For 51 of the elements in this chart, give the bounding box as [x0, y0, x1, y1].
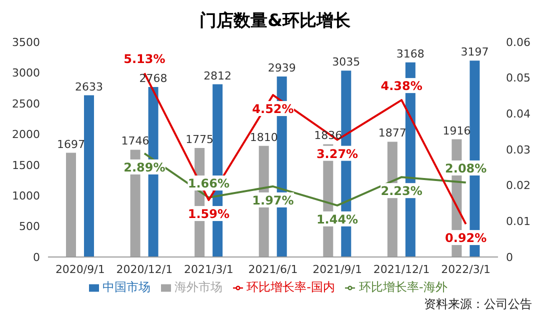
- y-tick-label: 2500: [12, 97, 40, 110]
- y2-tick-label: 0.01: [506, 215, 530, 228]
- data-label: 4.38%: [380, 79, 422, 94]
- x-tick-label: 2021/6/1: [248, 262, 298, 276]
- y2-tick-label: 0: [506, 250, 513, 264]
- x-tick-label: 2021/3/1: [184, 262, 234, 276]
- x-tick-label: 2020/9/1: [55, 262, 105, 276]
- legend-label: 环比增长率-国内: [246, 280, 335, 294]
- data-label: 0.92%: [445, 231, 487, 246]
- text: 资料来源：公司公告: [423, 296, 533, 313]
- data-label: 3197: [460, 46, 489, 59]
- data-label: 3035: [332, 56, 360, 69]
- y2-tick-label: 0.04: [506, 108, 530, 121]
- data-label: 2.89%: [124, 160, 166, 174]
- y2-tick-label: 0.03: [506, 143, 530, 156]
- data-label: 3168: [396, 47, 424, 60]
- y2-tick-label: 0.02: [506, 179, 530, 192]
- data-label: 2939: [268, 61, 296, 74]
- data-label: 2.23%: [380, 184, 422, 198]
- y-tick-label: 1000: [12, 189, 40, 202]
- x-tick-label: 2020/12/1: [116, 262, 173, 276]
- data-label: 3.27%: [316, 146, 358, 161]
- legend-label: 海外市场: [174, 280, 223, 294]
- data-label: 2812: [204, 69, 232, 82]
- data-label: 1746: [121, 134, 150, 148]
- data-label: 1.66%: [188, 176, 230, 191]
- data-label: 1.59%: [188, 207, 230, 222]
- chart-title: 门店数量&环比增长: [198, 10, 352, 33]
- y-tick-label: 1500: [12, 158, 40, 172]
- data-label: 1877: [378, 126, 406, 140]
- y2-tick-label: 0.06: [506, 36, 530, 49]
- data-label: 1.44%: [316, 212, 358, 226]
- legend-label: 中国市场: [102, 280, 151, 294]
- data-label: 1.97%: [252, 193, 294, 208]
- y2-tick-label: 0.05: [506, 72, 530, 85]
- y-tick-label: 0: [33, 250, 40, 264]
- data-label: 5.13%: [124, 52, 166, 66]
- data-label: 4.52%: [252, 102, 294, 116]
- y-tick-label: 3000: [12, 66, 40, 80]
- data-label: 2633: [75, 80, 103, 94]
- x-tick-label: 2021/9/1: [312, 262, 362, 276]
- x-tick-label: 2021/12/1: [373, 262, 430, 276]
- y-tick-label: 2000: [12, 128, 40, 142]
- y-tick-label: 500: [19, 220, 40, 234]
- data-label: 1697: [57, 138, 85, 151]
- data-label: 1775: [186, 132, 214, 146]
- x-tick-label: 2022/3/1: [441, 262, 491, 276]
- data-label: 2.08%: [445, 161, 487, 176]
- y-tick-label: 3500: [12, 36, 40, 49]
- bar: [84, 95, 94, 257]
- legend-label: 环比增长率-海外: [359, 280, 448, 294]
